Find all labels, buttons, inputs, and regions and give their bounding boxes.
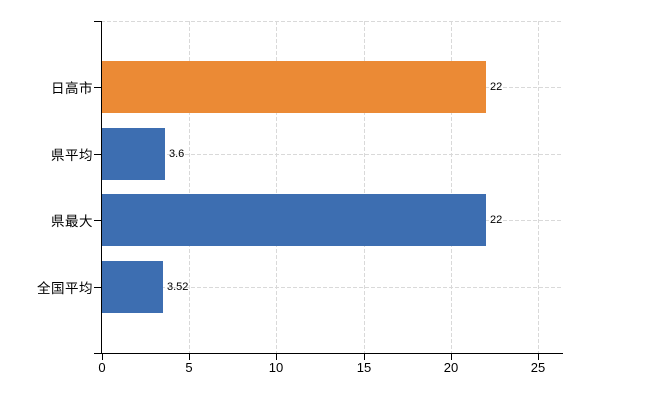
x-tick-label: 25: [530, 360, 546, 375]
y-tick: [94, 87, 101, 88]
x-tick: [451, 354, 452, 360]
y-tick: [94, 220, 101, 221]
x-tick-label: 20: [443, 360, 459, 375]
gridline-vertical: [450, 21, 452, 353]
x-tick-label: 5: [185, 360, 193, 375]
y-tick: [94, 287, 101, 288]
value-label: 3.6: [169, 148, 185, 160]
bar: [102, 128, 165, 180]
gridline-vertical: [538, 21, 539, 353]
x-tick: [189, 354, 190, 360]
category-label: 県平均: [51, 148, 93, 163]
category-label: 県最大: [51, 214, 93, 229]
x-tick-label: 15: [356, 360, 372, 375]
gridline-horizontal: [101, 287, 563, 288]
x-tick: [102, 354, 103, 360]
gridline-horizontal: [101, 154, 563, 155]
x-tick-label: 0: [98, 360, 106, 375]
y-tick: [94, 21, 101, 22]
category-label: 全国平均: [37, 281, 93, 296]
value-label: 22: [490, 214, 503, 226]
gridline-vertical: [276, 21, 278, 353]
bar: [102, 61, 486, 113]
x-tick: [538, 354, 539, 360]
x-axis-line: [94, 353, 563, 354]
x-tick: [276, 354, 277, 360]
gridline-horizontal: [101, 21, 563, 22]
y-axis-line: [101, 21, 102, 353]
category-label: 日高市: [51, 81, 93, 96]
value-label: 22: [490, 81, 503, 93]
gridline-vertical: [189, 21, 191, 353]
bar: [102, 261, 163, 313]
y-tick: [94, 154, 101, 155]
x-tick: [364, 354, 365, 360]
x-tick-label: 10: [268, 360, 284, 375]
value-label: 3.52: [167, 281, 189, 293]
gridline-vertical: [363, 21, 365, 353]
bar: [102, 194, 486, 246]
